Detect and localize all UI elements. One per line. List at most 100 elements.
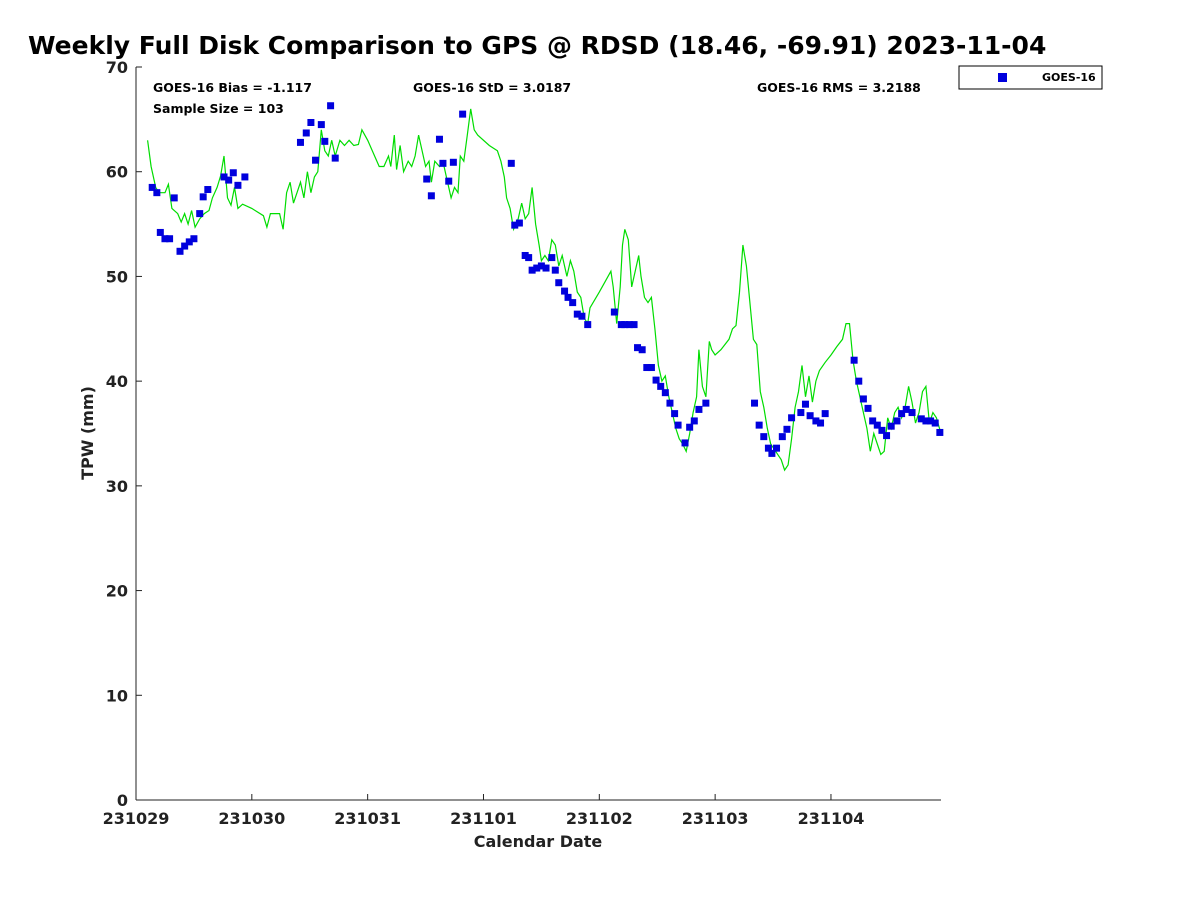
x-tick-label: 231031 (334, 809, 401, 828)
goes-16-point (584, 321, 592, 329)
goes-16-point (148, 183, 156, 191)
goes-16-point (528, 266, 536, 274)
rms-stat: GOES-16 RMS = 3.2188 (757, 80, 921, 95)
goes-16-point (296, 138, 304, 146)
goes-16-point (812, 417, 820, 425)
axes: 0 10 20 30 40 50 60 70 231029 231030 231031 231101 2… (103, 58, 941, 828)
goes-16-point (161, 235, 169, 243)
goes-16-point (449, 158, 457, 166)
goes-16-point (317, 121, 325, 129)
goes-16-point (176, 247, 184, 255)
goes-16-point (702, 399, 710, 407)
goes-16-point (610, 308, 618, 316)
goes-16-series (148, 102, 944, 457)
goes-16-point (681, 439, 689, 447)
goes-16-point (507, 159, 515, 167)
goes-16-point (755, 421, 763, 429)
goes-16-point (690, 417, 698, 425)
legend-box (958, 65, 1103, 90)
goes-16-point (185, 238, 193, 246)
goes-16-point (652, 376, 660, 384)
goes-16-point (686, 423, 694, 431)
goes-16-point (181, 242, 189, 250)
goes-16-point (674, 421, 682, 429)
goes-16-point (312, 156, 320, 164)
goes-16-point (666, 399, 674, 407)
x-tick-label: 231030 (218, 809, 285, 828)
x-axis-label: Calendar Date (474, 832, 603, 851)
goes-16-point (459, 110, 467, 118)
y-tick-label: 0 (117, 791, 128, 810)
legend-marker (998, 73, 1007, 82)
goes-16-point (768, 449, 776, 457)
goes-16-point (878, 426, 886, 434)
goes-16-point (564, 293, 572, 301)
goes-16-point (898, 410, 906, 418)
goes-16-point (927, 417, 935, 425)
y-axis-label: TPW (mm) (78, 386, 97, 480)
goes-16-point (331, 154, 339, 162)
chart-title: Weekly Full Disk Comparison to GPS @ RDS… (28, 31, 1046, 60)
goes-16-point (423, 175, 431, 183)
goes-16-point (773, 444, 781, 452)
gps-line (147, 108, 942, 472)
goes-16-point (778, 433, 786, 441)
goes-16-point (542, 264, 550, 272)
goes-16-point (643, 364, 651, 372)
legend-label-goes-16: GOES-16 (1042, 71, 1096, 84)
goes-16-point (573, 310, 581, 318)
goes-16-point (234, 181, 242, 189)
goes-16-point (671, 410, 679, 418)
goes-16-point (196, 210, 204, 218)
sample-size-stat: Sample Size = 103 (153, 101, 284, 116)
goes-16-point (321, 137, 329, 145)
goes-16-point (307, 118, 315, 126)
legend: GOES-16 (958, 65, 1103, 90)
goes-16-point (515, 219, 523, 227)
goes-16-point (511, 221, 519, 229)
goes-16-point (525, 254, 533, 262)
goes-16-point (241, 173, 249, 181)
x-tick-label: 231101 (450, 809, 517, 828)
goes-16-point (225, 176, 233, 184)
goes-16-point (166, 235, 174, 243)
y-tick-label: 50 (106, 267, 128, 286)
gps-series (147, 108, 942, 472)
goes-16-point (893, 417, 901, 425)
goes-16-point (806, 412, 814, 420)
goes-16-point (427, 192, 435, 200)
goes-16-point (548, 254, 556, 262)
y-tick-label: 60 (106, 163, 128, 182)
goes-16-point (199, 193, 207, 201)
goes-16-point (634, 344, 642, 352)
goes-16-point (555, 279, 563, 287)
x-tick-label: 231029 (103, 809, 170, 828)
goes-16-point (445, 177, 453, 185)
goes-16-point (859, 395, 867, 403)
goes-16-point (439, 159, 447, 167)
x-tick-label: 231102 (566, 809, 633, 828)
goes-16-point (788, 414, 796, 422)
goes-16-point (156, 228, 164, 236)
goes-16-point (630, 321, 638, 329)
goes-16-point (537, 262, 545, 270)
goes-16-point (883, 432, 891, 440)
goes-16-point (170, 194, 178, 202)
x-tick-label: 231104 (798, 809, 865, 828)
goes-16-point (783, 425, 791, 433)
std-stat: GOES-16 StD = 3.0187 (413, 80, 571, 95)
plot-area (136, 67, 941, 800)
goes-16-point (801, 400, 809, 408)
y-tick-label: 20 (106, 582, 128, 601)
x-tick-label: 231103 (682, 809, 749, 828)
y-tick-label: 10 (106, 686, 128, 705)
goes-16-point (561, 287, 569, 295)
goes-16-point (551, 266, 559, 274)
goes-16-point (764, 444, 772, 452)
goes-16-point (661, 389, 669, 397)
goes-16-point (569, 299, 577, 307)
goes-16-point (902, 405, 910, 413)
y-tick-label: 30 (106, 477, 128, 496)
goes-16-point (869, 417, 877, 425)
